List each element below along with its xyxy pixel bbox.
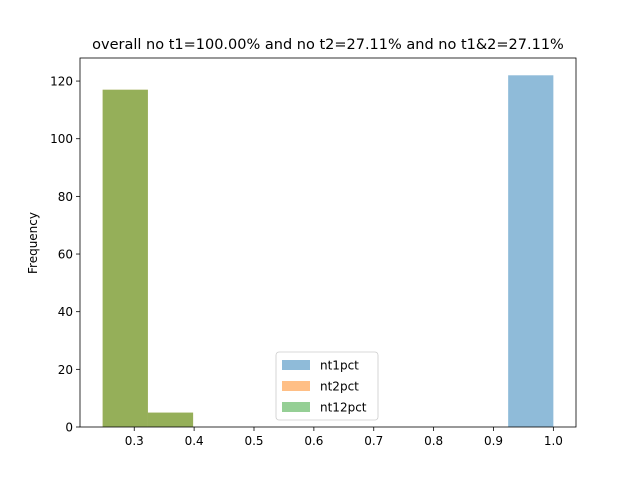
x-tick-label-2: 0.5 (244, 434, 263, 448)
bar-nt12pct-0 (102, 89, 148, 427)
legend-label-nt2pct: nt2pct (320, 380, 359, 394)
bar-nt1pct-0 (508, 75, 554, 427)
x-tick-label-0: 0.3 (125, 434, 144, 448)
y-tick-label-5: 100 (50, 132, 73, 146)
x-tick-label-4: 0.7 (364, 434, 383, 448)
x-axis: 0.3 0.4 0.5 0.6 0.7 0.8 0.9 1.0 (125, 427, 563, 448)
plot-frame (79, 57, 577, 428)
y-tick-label-4: 80 (58, 190, 73, 204)
x-tick-label-6: 0.9 (484, 434, 503, 448)
y-tick-label-6: 120 (50, 75, 73, 89)
legend-swatch-nt2pct (282, 381, 310, 391)
legend-label-nt12pct: nt12pct (320, 401, 367, 415)
bars-layer (102, 75, 554, 427)
y-axis-label: Frequency (26, 212, 40, 274)
x-tick-label-3: 0.6 (304, 434, 323, 448)
x-tick-label-5: 0.8 (424, 434, 443, 448)
x-tick-label-1: 0.4 (185, 434, 204, 448)
x-tick-label-7: 1.0 (544, 434, 563, 448)
chart-title: overall no t1=100.00% and no t2=27.11% a… (92, 37, 564, 53)
y-tick-label-1: 20 (58, 363, 73, 377)
legend-swatch-nt1pct (282, 360, 310, 370)
legend-swatch-nt12pct (282, 402, 310, 412)
bar-nt12pct-1 (147, 412, 194, 427)
y-tick-label-0: 0 (65, 421, 73, 435)
y-tick-label-2: 40 (58, 305, 73, 319)
y-axis: 0 20 40 60 80 100 120 (50, 75, 80, 435)
legend: nt1pct nt2pct nt12pct (275, 351, 379, 421)
legend-label-nt1pct: nt1pct (320, 359, 359, 373)
y-tick-label-3: 60 (58, 248, 73, 262)
